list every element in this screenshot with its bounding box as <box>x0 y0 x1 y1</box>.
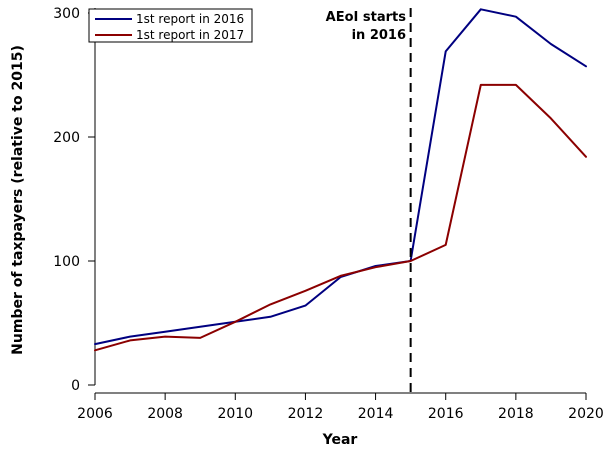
y-axis: 0 100 200 300 Number of taxpayers (relative… <box>10 6 96 394</box>
y-axis-ticks: 0 100 200 300 <box>53 6 95 394</box>
x-tick-label: 2008 <box>147 406 183 422</box>
x-tick-label: 2014 <box>358 406 394 422</box>
x-tick-label: 2020 <box>568 406 604 422</box>
x-axis-ticks: 2006 2008 2010 2012 2014 2016 2018 2020 <box>77 393 604 422</box>
legend-label-2: 1st report in 2017 <box>136 28 244 42</box>
y-tick-label: 300 <box>53 6 80 22</box>
x-tick-label: 2006 <box>77 406 113 422</box>
x-axis: 2006 2008 2010 2012 2014 2016 2018 2020 Year <box>77 392 604 448</box>
x-tick-label: 2012 <box>288 406 324 422</box>
series-line-2 <box>94 83 587 352</box>
x-axis-title: Year <box>322 432 358 448</box>
y-axis-title: Number of taxpayers (relative to 2015) <box>10 45 26 355</box>
y-tick-label: 0 <box>71 378 80 394</box>
aeoi-annotation-line2: in 2016 <box>352 28 406 43</box>
y-tick-label: 100 <box>53 254 80 270</box>
x-tick-label: 2010 <box>217 406 253 422</box>
x-tick-label: 2016 <box>428 406 464 422</box>
aeoi-annotation-line1: AEoI starts <box>326 10 407 25</box>
x-tick-label: 2018 <box>498 406 534 422</box>
legend: 1st report in 2016 1st report in 2017 <box>88 8 253 43</box>
legend-label-1: 1st report in 2016 <box>136 12 244 26</box>
plot-series <box>94 8 587 352</box>
legend-items: 1st report in 2016 1st report in 2017 <box>95 12 244 42</box>
series-line-1 <box>94 8 587 346</box>
y-tick-label: 200 <box>53 130 80 146</box>
legend-box <box>88 8 253 43</box>
